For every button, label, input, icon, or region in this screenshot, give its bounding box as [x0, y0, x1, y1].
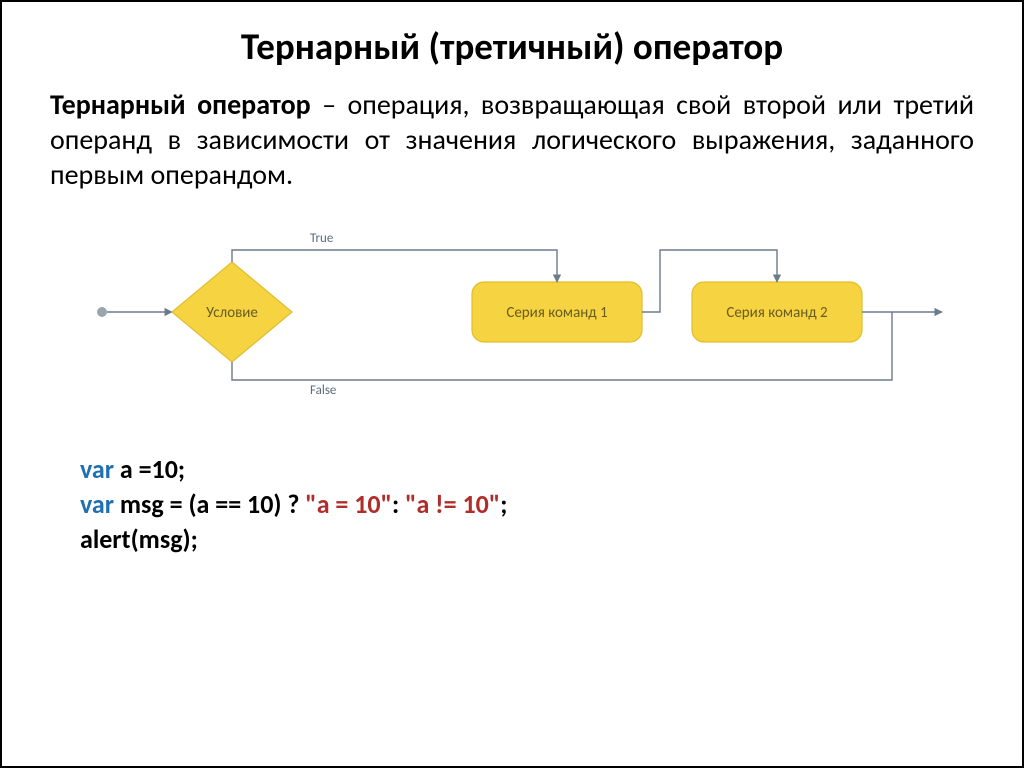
svg-text:Условие: Условие [206, 304, 258, 322]
code-line: alert(msg); [80, 522, 974, 557]
page-title: Тернарный (третичный) оператор [50, 24, 974, 69]
svg-text:False: False [310, 383, 336, 398]
code-token: ; [500, 488, 507, 520]
code-token: : [392, 488, 405, 520]
definition-term: Тернарный оператор [50, 87, 311, 122]
code-token: var [80, 453, 120, 485]
svg-text:True: True [310, 231, 333, 246]
svg-text:Серия команд 2: Серия команд 2 [726, 304, 827, 322]
code-token: alert(msg); [80, 523, 198, 555]
definition-paragraph: Тернарный оператор – операция, возвращаю… [50, 87, 974, 192]
code-block: var a =10;var msg = (a == 10) ? "a = 10"… [80, 452, 974, 557]
code-token: "a != 10" [405, 488, 500, 520]
svg-text:Серия команд 1: Серия команд 1 [506, 304, 607, 322]
flowchart-diagram: Условие Серия команд 1 Серия команд 2 True F… [72, 212, 952, 412]
code-token: msg = (a == 10) ? [120, 488, 305, 520]
code-token: var [80, 488, 120, 520]
code-token: a =10; [120, 453, 185, 485]
code-token: "a = 10" [305, 488, 392, 520]
code-line: var msg = (a == 10) ? "a = 10": "a != 10… [80, 487, 974, 522]
diagram-container: Условие Серия команд 1 Серия команд 2 True F… [50, 212, 974, 412]
code-line: var a =10; [80, 452, 974, 487]
